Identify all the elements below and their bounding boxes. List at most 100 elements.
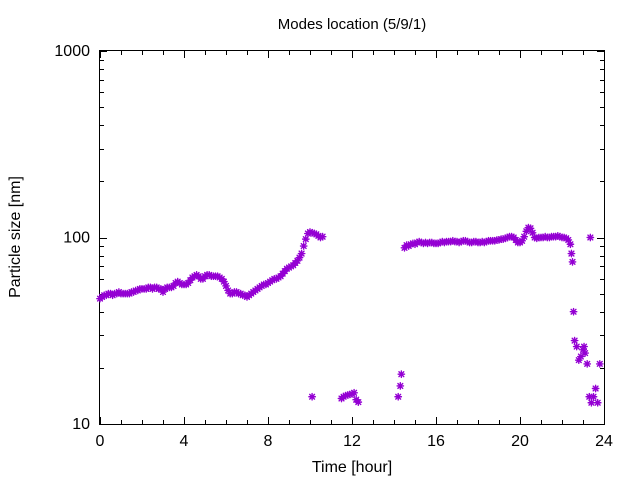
data-point <box>402 241 411 250</box>
data-point <box>157 285 165 293</box>
y-tick-label: 1000 <box>54 43 90 60</box>
data-point <box>539 233 547 242</box>
data-point <box>310 229 319 238</box>
data-point <box>438 237 447 246</box>
data-point <box>568 257 577 266</box>
x-tick-label: 4 <box>180 433 189 450</box>
data-point <box>476 238 484 247</box>
data-point <box>564 236 573 244</box>
data-point <box>577 352 585 361</box>
data-point <box>593 398 602 407</box>
data-point <box>589 392 598 401</box>
data-point <box>306 228 314 236</box>
data-point <box>495 236 503 244</box>
data-point <box>480 238 489 247</box>
data-point <box>396 382 405 390</box>
y-tick-label: 100 <box>63 230 90 247</box>
data-point <box>419 239 428 248</box>
data-point <box>220 277 228 286</box>
data-point <box>560 233 568 242</box>
data-point <box>526 224 535 233</box>
data-point <box>461 236 470 245</box>
data-point <box>478 237 487 246</box>
data-point <box>520 232 529 241</box>
data-point <box>567 249 576 258</box>
data-point <box>421 238 430 247</box>
data-point <box>446 237 455 246</box>
data-point <box>522 227 531 236</box>
x-tick-label: 16 <box>427 433 445 450</box>
data-point <box>490 236 499 245</box>
data-point <box>581 349 589 357</box>
data-point <box>448 236 457 245</box>
x-tick-label: 12 <box>343 433 361 450</box>
data-point <box>297 249 306 258</box>
data-point <box>591 384 600 393</box>
data-point <box>472 237 480 246</box>
data-point <box>586 233 595 242</box>
y-axis-label: Particle size [nm] <box>7 176 24 298</box>
data-point <box>583 360 592 368</box>
x-tick-label: 8 <box>264 433 273 450</box>
chart-title: Modes location (5/9/1) <box>278 16 426 33</box>
data-point <box>159 288 167 296</box>
data-point <box>499 235 508 244</box>
data-point <box>556 232 564 241</box>
data-point <box>295 253 304 262</box>
y-axis: 10 100 1000 <box>54 43 604 433</box>
x-axis-label: Time [hour] <box>312 459 392 476</box>
data-point <box>545 233 554 242</box>
data-point <box>293 256 302 265</box>
data-point <box>507 232 516 241</box>
data-point <box>580 342 588 351</box>
data-point <box>350 388 358 397</box>
x-tick-label: 20 <box>511 433 529 450</box>
data-point <box>457 237 466 246</box>
data-point <box>566 240 575 249</box>
data-point <box>299 242 308 250</box>
data-point <box>409 239 417 248</box>
data-point <box>503 233 512 242</box>
data-point <box>394 392 403 401</box>
data-point <box>518 236 526 245</box>
x-axis: 0 4 8 12 16 20 24 <box>96 51 613 450</box>
data-point <box>587 398 596 407</box>
data-point <box>455 238 463 247</box>
data-point <box>595 360 604 368</box>
data-point <box>570 336 579 345</box>
plot-frame <box>99 50 605 425</box>
data-point <box>524 223 533 232</box>
data-point <box>415 237 424 246</box>
data-point <box>301 235 310 244</box>
y-tick-label: 10 <box>72 416 90 433</box>
data-series <box>96 223 604 407</box>
data-point <box>316 233 325 242</box>
data-point <box>434 239 442 248</box>
data-point <box>482 237 491 246</box>
data-point <box>501 234 510 243</box>
data-point <box>574 356 583 365</box>
data-point <box>423 239 432 248</box>
data-point <box>528 228 537 237</box>
data-point <box>318 232 327 241</box>
data-point <box>569 307 578 316</box>
data-point <box>585 392 594 401</box>
data-point <box>532 234 541 243</box>
data-point <box>354 398 363 407</box>
data-point <box>436 238 445 247</box>
data-point <box>553 231 562 240</box>
x-tick-label: 24 <box>595 433 613 450</box>
data-point <box>417 238 426 247</box>
data-point <box>224 286 232 295</box>
data-point <box>463 237 472 246</box>
data-point <box>453 237 461 246</box>
data-point <box>406 240 415 249</box>
data-point <box>530 233 539 242</box>
x-tick-label: 0 <box>96 433 105 450</box>
data-point <box>579 345 587 354</box>
data-point <box>541 232 550 241</box>
data-point <box>467 238 476 247</box>
data-point <box>440 238 449 247</box>
data-point <box>427 238 436 247</box>
